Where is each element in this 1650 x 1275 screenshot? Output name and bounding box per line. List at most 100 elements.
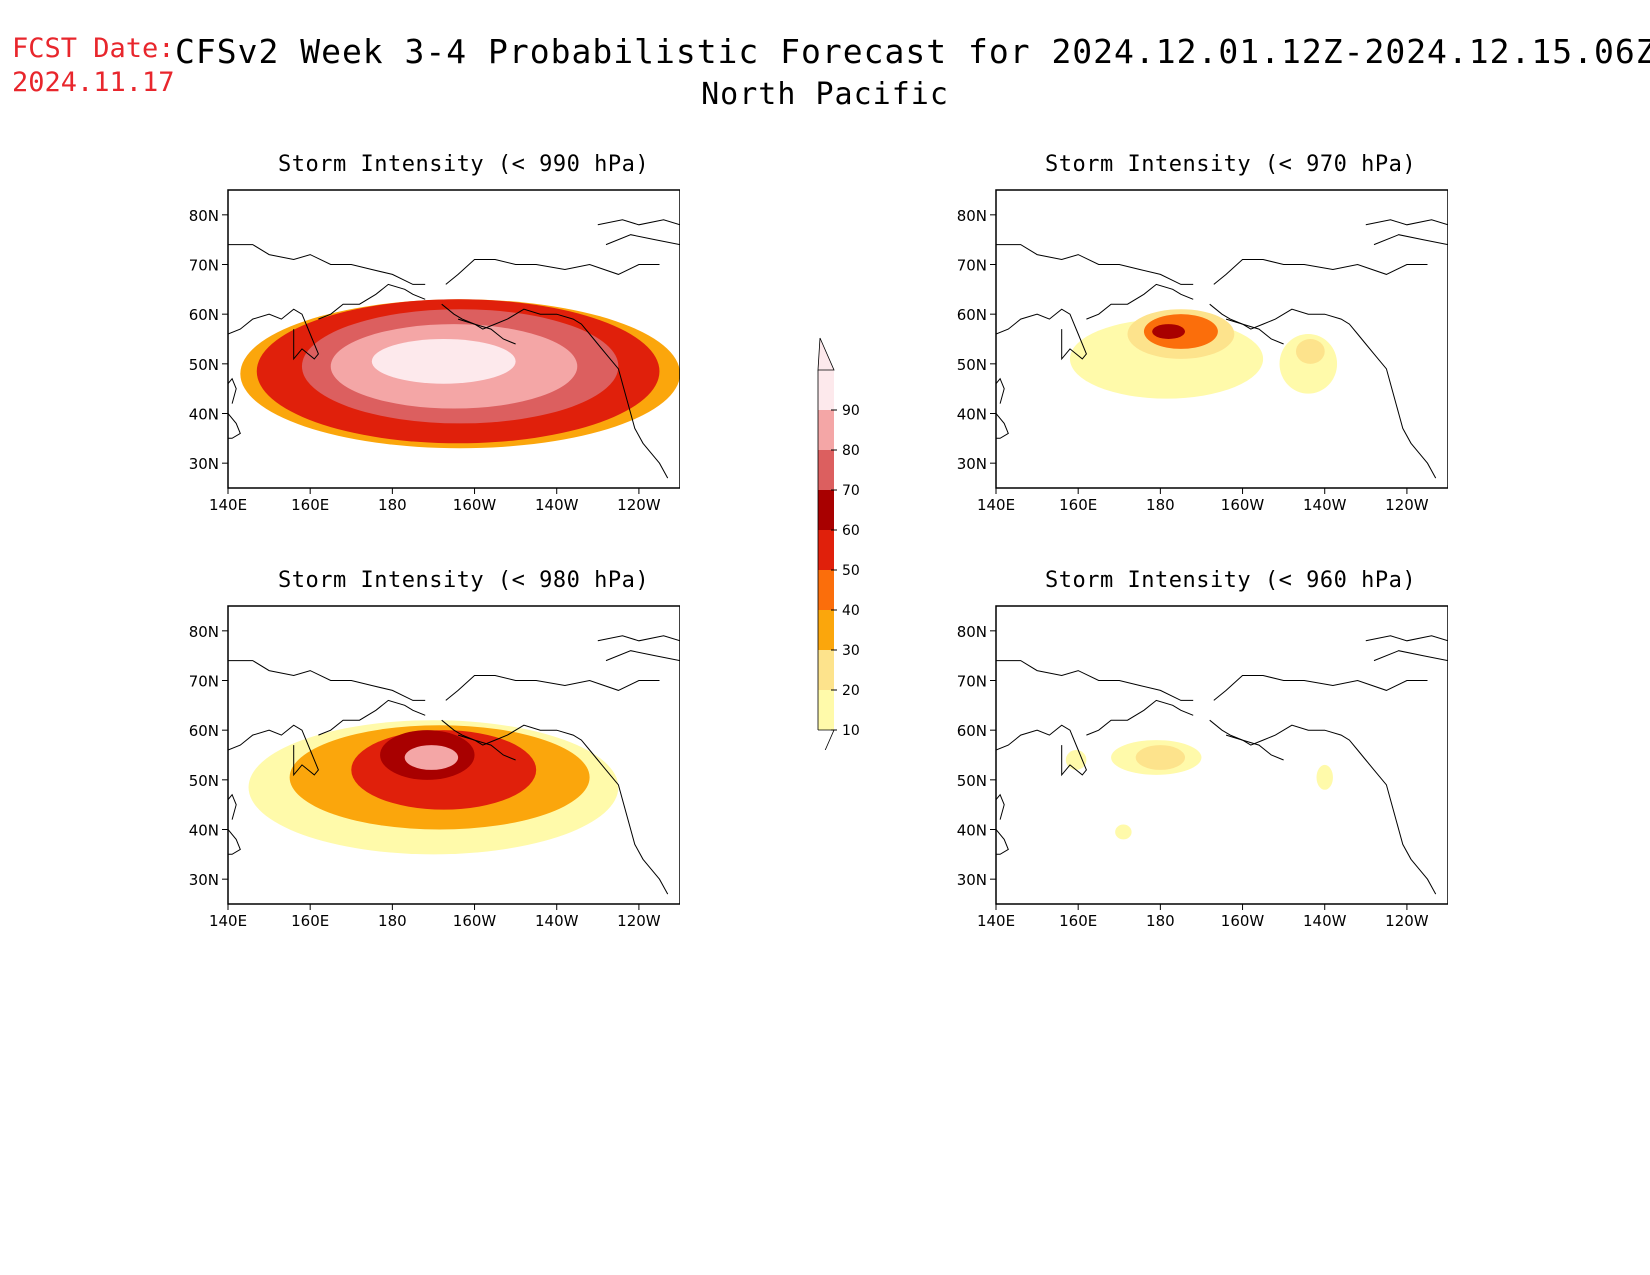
- probability-region-20: [1295, 339, 1325, 364]
- lon-label: 180: [378, 496, 407, 510]
- lat-label: 30N: [957, 455, 987, 473]
- coastline: [597, 635, 680, 642]
- coastline: [441, 303, 669, 479]
- coastline: [457, 734, 516, 761]
- coastline: [1365, 219, 1448, 226]
- coastline: [1373, 650, 1448, 662]
- lat-label: 60N: [189, 722, 219, 740]
- coastline: [996, 660, 1194, 701]
- lat-label: 60N: [957, 306, 987, 324]
- coastline: [996, 377, 1005, 404]
- coastline: [605, 234, 680, 246]
- map-frame: [227, 605, 680, 905]
- coastline: [996, 793, 1005, 820]
- lat-label: 80N: [189, 623, 219, 641]
- map-panel-970: 80N 70N 60N 50N 40N 30N 140E 160E 180 160W 140W 120…: [957, 189, 1448, 510]
- colorbar-swatch: [818, 690, 834, 730]
- coastline: [228, 793, 237, 820]
- probability-region-10: [1065, 750, 1087, 770]
- map-panel-990: 80N 70N 60N 50N 40N 30N 140E 160E 180 160W 140W 120…: [189, 189, 680, 510]
- colorbar-label: 90: [842, 403, 860, 419]
- coastline: [996, 724, 1087, 777]
- probability-region-20: [1135, 745, 1186, 770]
- colorbar-label: 80: [842, 443, 860, 459]
- coastline: [445, 675, 660, 701]
- coastline: [318, 699, 426, 736]
- coastline: [1225, 318, 1284, 345]
- colorbar-label: 30: [842, 643, 860, 659]
- map-panel-980: 80N 70N 60N 50N 40N 30N 140E 160E 180 160W 140W 120…: [189, 605, 680, 926]
- probability-region-80: [404, 745, 459, 770]
- coastline: [228, 308, 319, 361]
- coastline: [1213, 675, 1428, 701]
- lat-label: 50N: [957, 356, 987, 374]
- lat-label: 30N: [189, 871, 219, 889]
- map-frame: [995, 605, 1448, 905]
- lat-label: 40N: [189, 406, 219, 424]
- lat-label: 40N: [957, 822, 987, 840]
- colorbar-label: 20: [842, 683, 860, 699]
- lon-label: 140W: [1303, 496, 1347, 510]
- coastline: [597, 219, 680, 226]
- lon-label: 180: [1146, 496, 1175, 510]
- lat-label: 50N: [957, 772, 987, 790]
- map-panel-960: 80N 70N 60N 50N 40N 30N 140E 160E 180 160W 140W 120…: [957, 605, 1448, 926]
- lon-label: 160W: [453, 912, 497, 926]
- lat-label: 70N: [189, 257, 219, 275]
- lat-label: 80N: [189, 207, 219, 225]
- probability-region-60: [1152, 324, 1186, 339]
- colorbar-label: 10: [842, 723, 860, 739]
- coastline: [445, 259, 660, 285]
- page-title: CFSv2 Week 3-4 Probabilistic Forecast fo…: [175, 32, 1650, 71]
- forecast-date-label: FCST Date:: [12, 33, 175, 64]
- panel-title-990: Storm Intensity (< 990 hPa): [278, 152, 650, 177]
- coastline: [1086, 699, 1194, 736]
- panel-title-980: Storm Intensity (< 980 hPa): [278, 568, 650, 593]
- coastline: [228, 829, 241, 855]
- coastline: [1086, 283, 1194, 320]
- colorbar-legend: 10 20 30 40 50 60 70 80 90: [817, 337, 860, 750]
- coastline: [605, 650, 680, 662]
- map-frame: [995, 189, 1448, 489]
- lon-label: 160W: [1221, 912, 1265, 926]
- colorbar-swatch: [818, 450, 834, 490]
- lat-label: 60N: [189, 306, 219, 324]
- lon-label: 160E: [1059, 912, 1097, 926]
- region-subtitle: North Pacific: [701, 77, 949, 112]
- colorbar-swatch: [818, 650, 834, 690]
- lon-label: 140W: [535, 496, 579, 510]
- lat-label: 60N: [957, 722, 987, 740]
- lon-label: 160W: [453, 496, 497, 510]
- coastline: [1225, 734, 1284, 761]
- probability-region-10: [1316, 764, 1333, 790]
- lon-label: 140E: [209, 496, 247, 510]
- colorbar-label: 60: [842, 523, 860, 539]
- lon-label: 120W: [617, 912, 661, 926]
- colorbar-swatch: [818, 410, 834, 450]
- lat-label: 80N: [957, 207, 987, 225]
- forecast-date-value: 2024.11.17: [12, 67, 175, 98]
- lat-label: 70N: [189, 673, 219, 691]
- coastline: [996, 244, 1194, 285]
- lon-label: 120W: [617, 496, 661, 510]
- lon-label: 160E: [291, 496, 329, 510]
- lat-label: 30N: [957, 871, 987, 889]
- coastline: [457, 318, 516, 345]
- coastline: [996, 829, 1009, 855]
- colorbar-bottom-tip: [818, 729, 835, 750]
- lat-label: 30N: [189, 455, 219, 473]
- lon-label: 160W: [1221, 496, 1265, 510]
- coastline: [1373, 234, 1448, 246]
- lon-label: 160E: [291, 912, 329, 926]
- lat-label: 70N: [957, 673, 987, 691]
- lon-label: 140E: [977, 912, 1015, 926]
- coastline: [1365, 635, 1448, 642]
- probability-region-10: [1115, 824, 1132, 840]
- coastline: [318, 283, 426, 320]
- coastline: [996, 308, 1087, 361]
- lon-label: 120W: [1385, 496, 1429, 510]
- lon-label: 140E: [977, 496, 1015, 510]
- coastline: [228, 660, 426, 701]
- probability-region-90: [371, 339, 516, 384]
- coastline: [228, 413, 241, 439]
